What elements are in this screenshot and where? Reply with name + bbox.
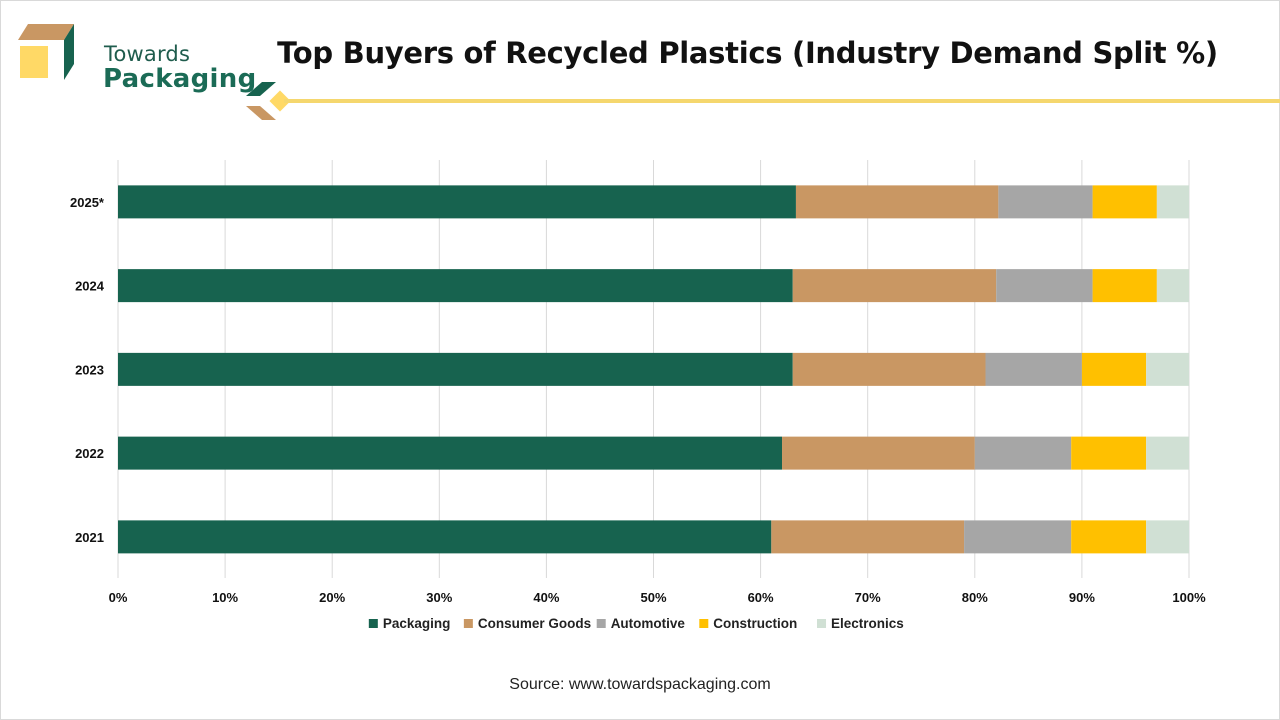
- brand-name-line1: Towards: [104, 42, 191, 66]
- bar-segment-packaging: [118, 436, 783, 470]
- x-tick-label: 10%: [212, 590, 238, 605]
- x-tick-label: 0%: [109, 590, 128, 605]
- bar-segment-automotive: [964, 520, 1072, 554]
- x-tick-label: 90%: [1069, 590, 1095, 605]
- bar-segment-consumer-goods: [795, 185, 999, 219]
- y-category-label: 2025*: [70, 195, 105, 210]
- legend-swatch: [699, 619, 709, 628]
- legend-swatch: [463, 619, 473, 628]
- bar-segment-automotive: [974, 436, 1072, 470]
- bar-segment-consumer-goods: [771, 520, 965, 554]
- y-category-label: 2024: [75, 279, 105, 294]
- legend-label: Construction: [713, 616, 797, 631]
- y-category-label: 2022: [75, 446, 104, 461]
- x-tick-label: 50%: [640, 590, 666, 605]
- x-tick-label: 60%: [748, 590, 774, 605]
- source-note: Source: www.towardspackaging.com: [509, 676, 771, 693]
- y-category-label: 2021: [75, 530, 104, 545]
- legend-label: Electronics: [831, 616, 904, 631]
- bar-segment-consumer-goods: [792, 269, 997, 303]
- bar-segment-packaging: [118, 185, 796, 219]
- bar-segment-construction: [1071, 520, 1147, 554]
- legend-swatch: [368, 619, 378, 628]
- x-tick-label: 70%: [855, 590, 881, 605]
- x-tick-label: 40%: [533, 590, 559, 605]
- y-category-label: 2023: [75, 362, 104, 377]
- bar-segment-automotive: [996, 269, 1093, 303]
- legend-label: Automotive: [611, 616, 686, 631]
- bar-segment-electronics: [1156, 269, 1189, 303]
- brand-logo: Towards Packaging: [18, 22, 256, 94]
- bar-segment-packaging: [118, 352, 793, 386]
- header-divider: [246, 82, 1280, 120]
- legend-swatch: [596, 619, 606, 628]
- bar-segment-construction: [1092, 185, 1157, 219]
- bar-segment-electronics: [1146, 352, 1189, 386]
- bar-segment-electronics: [1146, 520, 1189, 554]
- x-tick-label: 30%: [426, 590, 452, 605]
- x-tick-label: 20%: [319, 590, 345, 605]
- bar-segment-automotive: [998, 185, 1093, 219]
- bar-segment-automotive: [985, 352, 1082, 386]
- bar-segment-packaging: [118, 269, 793, 303]
- bar-segment-packaging: [118, 520, 772, 554]
- x-tick-label: 80%: [962, 590, 988, 605]
- bar-segment-consumer-goods: [792, 352, 986, 386]
- bar-segment-construction: [1081, 352, 1147, 386]
- bar-segment-electronics: [1156, 185, 1189, 219]
- legend-label: Packaging: [383, 616, 451, 631]
- x-tick-label: 100%: [1172, 590, 1206, 605]
- chart-title: Top Buyers of Recycled Plastics (Industr…: [277, 36, 1218, 70]
- legend-swatch: [817, 619, 827, 628]
- bar-segment-electronics: [1146, 436, 1189, 470]
- bar-segment-consumer-goods: [782, 436, 975, 470]
- logo-box-icon: [18, 24, 74, 80]
- bar-segment-construction: [1092, 269, 1157, 303]
- legend-label: Consumer Goods: [478, 616, 591, 631]
- bar-segment-construction: [1071, 436, 1147, 470]
- brand-name-line2: Packaging: [103, 64, 257, 94]
